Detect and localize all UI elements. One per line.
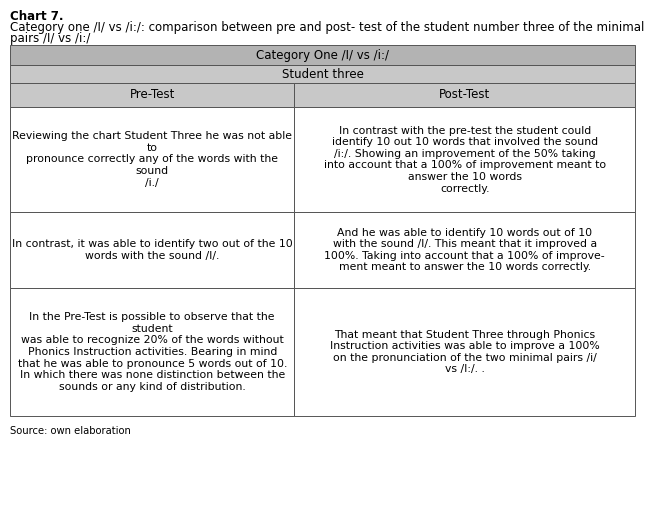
Text: Category One /I/ vs /i:/: Category One /I/ vs /i:/ (256, 49, 389, 61)
Bar (10, 65, 635, 83)
Bar (10, 45, 635, 65)
Bar (294, 288, 635, 416)
Text: That meant that Student Three through Phonics
Instruction activities was able to: That meant that Student Three through Ph… (330, 330, 600, 375)
Text: Post-Test: Post-Test (439, 88, 490, 102)
Text: pairs /I/ vs /i:/: pairs /I/ vs /i:/ (10, 32, 90, 45)
Text: Category one /I/ vs /i:/: comparison between pre and post- test of the student n: Category one /I/ vs /i:/: comparison bet… (10, 21, 644, 34)
Bar (294, 212, 635, 288)
Bar (294, 83, 635, 107)
Text: Student three: Student three (282, 68, 363, 80)
Bar (10, 288, 294, 416)
Text: Pre-Test: Pre-Test (130, 88, 175, 102)
Bar (10, 107, 294, 212)
Bar (10, 212, 294, 288)
Text: Chart 7.: Chart 7. (10, 10, 63, 23)
Text: In the Pre-Test is possible to observe that the
student
was able to recognize 20: In the Pre-Test is possible to observe t… (17, 312, 287, 392)
Text: In contrast, it was able to identify two out of the 10
words with the sound /I/.: In contrast, it was able to identify two… (12, 239, 293, 261)
Bar (10, 83, 294, 107)
Text: And he was able to identify 10 words out of 10
with the sound /I/. This meant th: And he was able to identify 10 words out… (324, 227, 605, 272)
Text: Source: own elaboration: Source: own elaboration (10, 426, 131, 436)
Text: Reviewing the chart Student Three he was not able
to
pronounce correctly any of : Reviewing the chart Student Three he was… (12, 131, 292, 188)
Text: In contrast with the pre-test the student could
identify 10 out 10 words that in: In contrast with the pre-test the studen… (324, 125, 606, 194)
Bar (294, 107, 635, 212)
